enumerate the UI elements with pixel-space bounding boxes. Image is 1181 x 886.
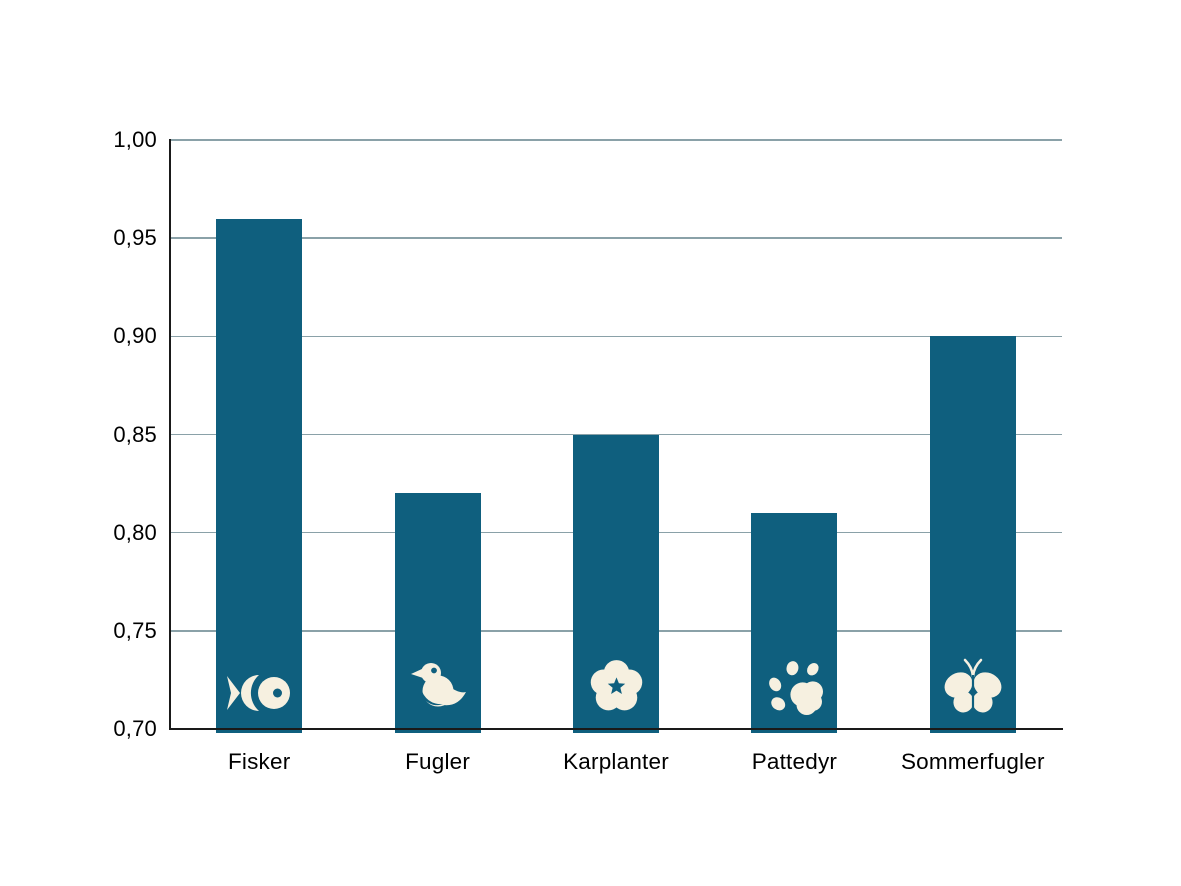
x-tick-label: Sommerfugler	[900, 749, 1045, 774]
y-tick-label: 0,75	[113, 617, 157, 643]
bar-pattedyr	[751, 513, 838, 733]
bar-sommerfugler	[929, 336, 1016, 733]
bar-fugler	[394, 493, 481, 733]
fish-icon	[216, 671, 302, 715]
y-tick-label: 1,00	[113, 127, 157, 152]
x-axis-line	[169, 727, 1063, 730]
y-tick-label: 0,95	[113, 225, 157, 251]
x-tick-label: Fisker	[227, 749, 291, 774]
bird-icon	[395, 659, 481, 715]
x-tick-label: Pattedyr	[751, 749, 838, 774]
bar-fisker	[216, 218, 303, 733]
bar-karplanter	[573, 434, 659, 733]
y-tick-label: 0,85	[113, 421, 157, 447]
paw-icon	[751, 658, 837, 715]
gridline	[170, 237, 1062, 239]
x-tick-label: Fugler	[405, 749, 471, 774]
gridline	[170, 139, 1062, 141]
gridline	[170, 335, 1062, 338]
flower-icon	[573, 656, 659, 715]
x-tick-label: Karplanter	[563, 749, 669, 774]
y-tick-label: 0,90	[113, 323, 157, 349]
y-tick-label: 0,80	[113, 519, 157, 545]
butterfly-icon	[930, 657, 1016, 715]
y-axis-line	[169, 139, 171, 730]
y-tick-label: 0,70	[113, 716, 157, 741]
